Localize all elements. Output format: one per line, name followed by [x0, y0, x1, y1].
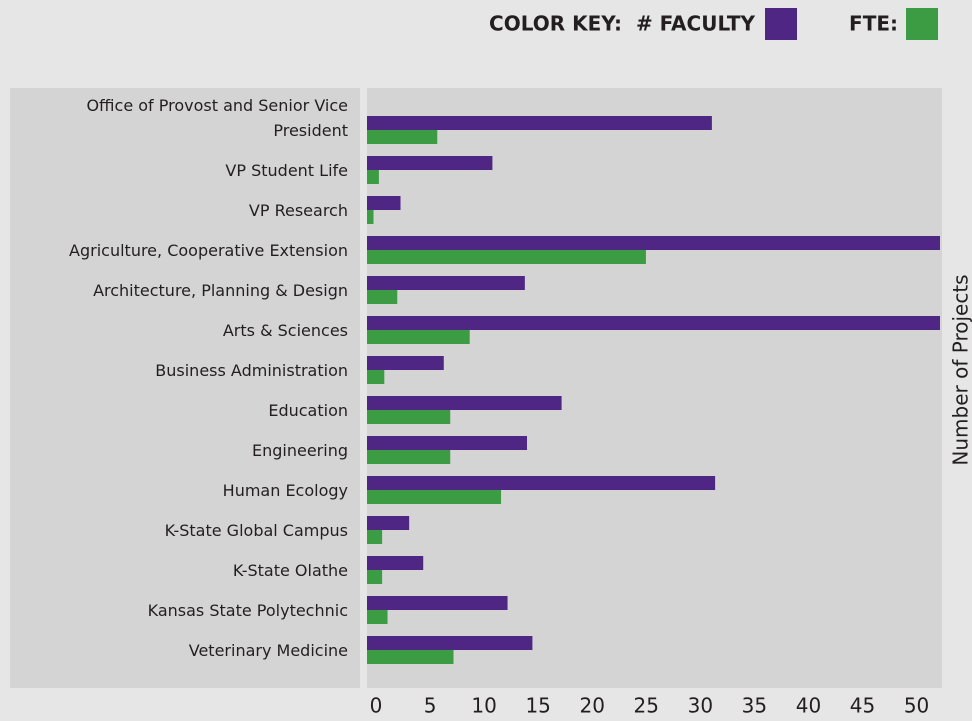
category-label: K-State Global Campus [164, 520, 348, 540]
category-label: Arts & Sciences [222, 320, 348, 340]
category-label: Education [268, 400, 348, 420]
bars [367, 116, 940, 664]
x-tick-label: 20 [579, 694, 604, 718]
category-label: Business Administration [155, 360, 348, 380]
bar [367, 570, 383, 584]
bar [367, 156, 493, 170]
x-tick-label: 25 [634, 694, 659, 718]
bar [367, 170, 379, 184]
x-tick-label: 50 [904, 694, 929, 718]
bar [367, 516, 410, 530]
x-tick-label: 10 [471, 694, 496, 718]
bar [367, 556, 424, 570]
x-tick-label: 0 [370, 694, 383, 718]
bar [367, 436, 528, 450]
bar [367, 396, 562, 410]
bar [367, 276, 525, 290]
bar [367, 636, 533, 650]
category-label: Architecture, Planning & Design [93, 280, 348, 300]
category-label: Office of Provost and Senior Vice Presid… [86, 95, 348, 140]
bar [367, 596, 508, 610]
bar [367, 210, 374, 224]
bar [367, 370, 385, 384]
x-tick-label: 5 [424, 694, 437, 718]
bar [367, 490, 502, 504]
label-panel [10, 88, 360, 688]
bar [367, 356, 444, 370]
plot-panel [367, 88, 942, 688]
category-label: Human Ecology [222, 480, 348, 500]
category-label: VP Research [248, 200, 348, 220]
category-label: Veterinary Medicine [188, 640, 348, 660]
legend-swatch [906, 8, 938, 40]
legend-swatch [765, 8, 797, 40]
x-tick-label: 35 [742, 694, 767, 718]
category-label: K-State Olathe [232, 560, 348, 580]
bar [367, 130, 438, 144]
bar [367, 196, 401, 210]
bar [367, 410, 451, 424]
bar [367, 610, 388, 624]
bar [367, 250, 646, 264]
bar [367, 530, 383, 544]
legend-title: COLOR KEY: [489, 12, 622, 36]
x-tick-label: 45 [850, 694, 875, 718]
x-tick-label: 30 [688, 694, 713, 718]
bar [367, 290, 398, 304]
axis-label: Number of Projects [949, 274, 972, 465]
x-tick-label: 40 [796, 694, 821, 718]
bar [367, 450, 451, 464]
bar [367, 476, 716, 490]
category-label: Kansas State Polytechnic [147, 600, 348, 620]
x-tick-label: 15 [525, 694, 550, 718]
bar [367, 236, 940, 250]
category-label: Agriculture, Cooperative Extension [69, 240, 348, 260]
category-label: Engineering [252, 440, 348, 460]
bar [367, 330, 470, 344]
category-label: VP Student Life [225, 160, 348, 180]
bar [367, 116, 712, 130]
legend-label: FTE: [849, 12, 898, 36]
legend-label: # FACULTY [636, 12, 756, 36]
bar [367, 316, 940, 330]
bar [367, 650, 454, 664]
